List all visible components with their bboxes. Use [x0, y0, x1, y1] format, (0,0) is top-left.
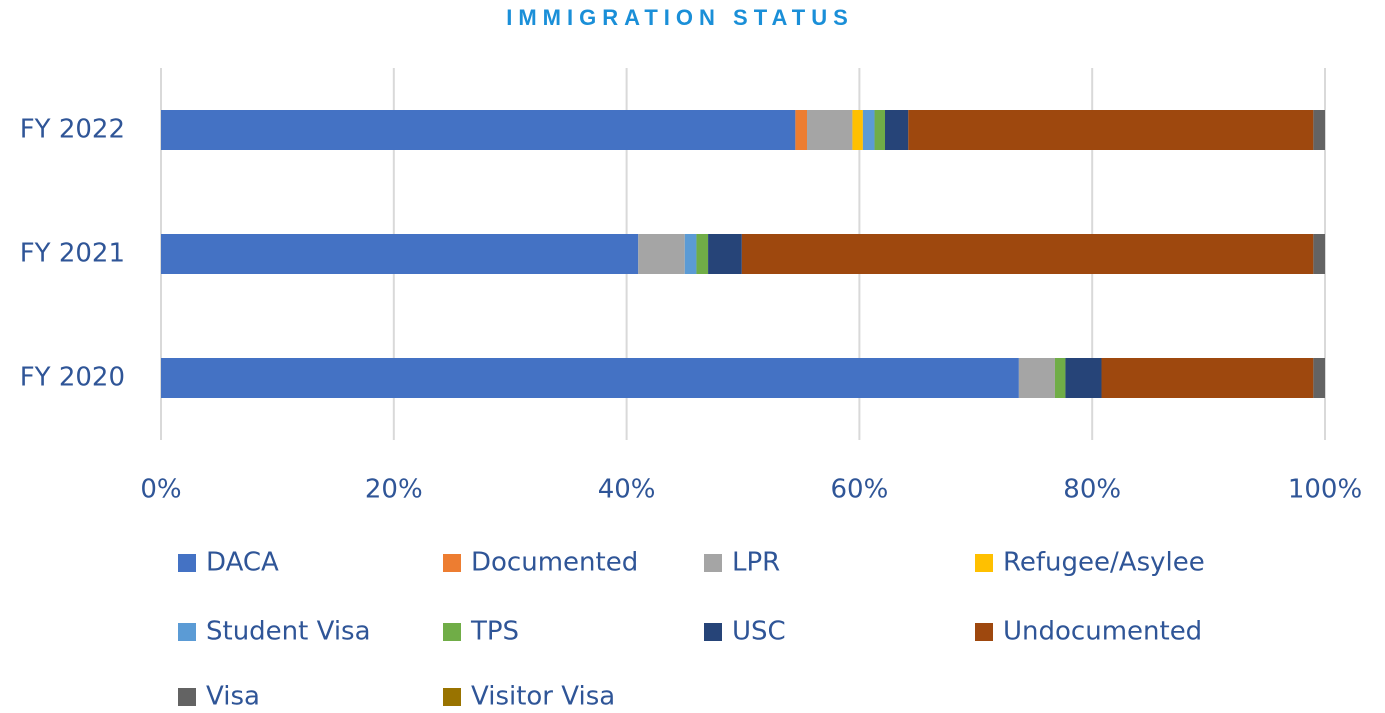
chart-title: IMMIGRATION STATUS [506, 5, 854, 30]
x-tick-label: 20% [365, 475, 423, 505]
legend-swatch [975, 554, 993, 572]
legend-swatch [178, 688, 196, 706]
legend-label: Visitor Visa [471, 682, 615, 712]
legend-swatch [443, 623, 461, 641]
bar-segment [908, 110, 1314, 150]
legend-swatch [704, 554, 722, 572]
y-tick-label: FY 2021 [20, 239, 125, 269]
bar-segment [852, 110, 863, 150]
legend-swatch [178, 623, 196, 641]
bar-segment [862, 110, 875, 150]
bar-segment [795, 110, 808, 150]
x-tick-label: 60% [831, 475, 889, 505]
bar-segment [1054, 358, 1066, 398]
bar-segment [741, 234, 1314, 274]
bar-segment [1018, 358, 1055, 398]
legend-swatch [443, 554, 461, 572]
legend-label: Student Visa [206, 617, 371, 647]
legend-label: Visa [206, 682, 260, 712]
legend-label: Undocumented [1003, 617, 1202, 647]
bar-segment [161, 234, 639, 274]
bar-segment [1065, 358, 1102, 398]
legend-label: USC [732, 617, 786, 647]
bar-segment [1313, 234, 1325, 274]
bar-segment [1313, 358, 1325, 398]
x-tick-label: 0% [140, 475, 181, 505]
legend-swatch [704, 623, 722, 641]
legend-label: DACA [206, 548, 279, 578]
bar-segment [638, 234, 685, 274]
legend-label: LPR [732, 548, 780, 578]
bar-segment [807, 110, 853, 150]
x-tick-label: 40% [598, 475, 656, 505]
bar-segment [161, 110, 796, 150]
bar-segment [708, 234, 742, 274]
bar-segment [885, 110, 909, 150]
bar-segment [696, 234, 709, 274]
legend-label: Documented [471, 548, 638, 578]
bar-segment [1101, 358, 1314, 398]
x-tick-label: 80% [1063, 475, 1121, 505]
legend-swatch [975, 623, 993, 641]
bar-segment [874, 110, 886, 150]
legend-swatch [443, 688, 461, 706]
bar-segment [161, 358, 1019, 398]
x-tick-label: 100% [1288, 475, 1362, 505]
y-tick-label: FY 2020 [20, 363, 125, 393]
bar-segment [684, 234, 697, 274]
legend-label: TPS [470, 617, 519, 647]
y-tick-label: FY 2022 [20, 115, 125, 145]
legend-label: Refugee/Asylee [1003, 548, 1205, 578]
bar-segment [1313, 110, 1325, 150]
legend-swatch [178, 554, 196, 572]
